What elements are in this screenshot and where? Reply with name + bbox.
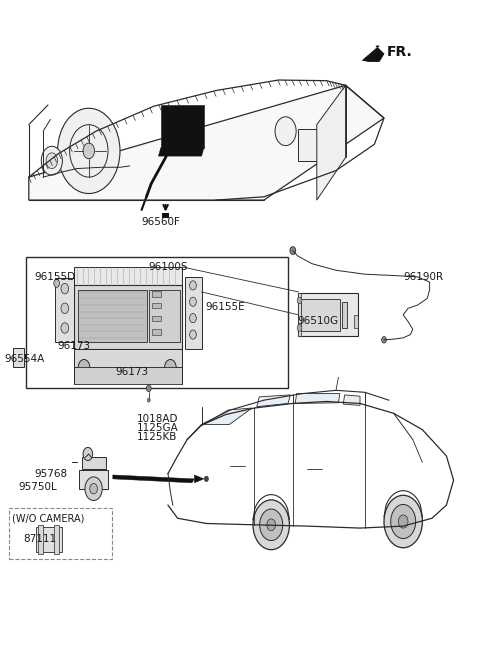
Circle shape [61, 323, 69, 333]
Circle shape [190, 330, 196, 339]
Circle shape [70, 125, 108, 177]
Bar [298, 129, 317, 161]
Text: 96173: 96173 [115, 367, 148, 377]
Bar [26, 257, 288, 388]
Polygon shape [194, 475, 204, 483]
Circle shape [78, 359, 90, 375]
Circle shape [41, 146, 62, 175]
Bar [342, 302, 347, 328]
Text: 1125KB: 1125KB [137, 432, 177, 442]
Polygon shape [29, 85, 384, 200]
Circle shape [260, 509, 283, 541]
Circle shape [384, 495, 422, 548]
Circle shape [190, 314, 196, 323]
Bar [152, 303, 161, 308]
Bar [79, 470, 108, 489]
Circle shape [290, 247, 296, 255]
Circle shape [147, 398, 150, 402]
Circle shape [146, 385, 151, 392]
Bar [82, 457, 106, 469]
Polygon shape [204, 408, 252, 424]
Polygon shape [158, 148, 204, 156]
Circle shape [391, 504, 416, 539]
Circle shape [382, 337, 386, 343]
Polygon shape [343, 395, 360, 405]
Circle shape [46, 153, 58, 169]
Circle shape [90, 483, 97, 494]
Text: 96155D: 96155D [35, 272, 76, 282]
Text: 1125GA: 1125GA [137, 422, 179, 433]
Circle shape [267, 519, 276, 531]
Bar [38, 525, 43, 554]
Bar [36, 527, 62, 552]
Bar [161, 105, 204, 148]
Circle shape [58, 108, 120, 194]
Text: 95750L: 95750L [18, 482, 57, 492]
Circle shape [204, 476, 208, 482]
Bar [9, 508, 112, 559]
Circle shape [83, 143, 95, 159]
Bar [55, 278, 74, 342]
Text: 87111: 87111 [23, 534, 56, 544]
Circle shape [61, 283, 69, 294]
Polygon shape [113, 475, 194, 483]
Bar [74, 267, 182, 285]
Bar [54, 525, 59, 554]
Circle shape [54, 279, 60, 287]
Bar [185, 277, 202, 349]
Bar [149, 290, 180, 342]
Bar [298, 293, 301, 336]
Bar [74, 349, 182, 367]
Polygon shape [257, 395, 290, 407]
Circle shape [61, 303, 69, 314]
Text: 96554A: 96554A [5, 354, 45, 364]
Polygon shape [317, 85, 346, 200]
Bar [152, 329, 161, 335]
Text: FR.: FR. [387, 45, 413, 60]
Bar [152, 291, 161, 297]
Text: 96190R: 96190R [403, 272, 444, 282]
Bar [298, 293, 358, 336]
Circle shape [297, 325, 302, 331]
Text: 96100S: 96100S [149, 262, 188, 272]
Polygon shape [362, 46, 384, 62]
Circle shape [297, 297, 302, 304]
Circle shape [190, 297, 196, 306]
Circle shape [253, 500, 289, 550]
Bar [74, 367, 182, 384]
Bar [152, 316, 161, 321]
Text: 96510G: 96510G [298, 316, 339, 327]
Polygon shape [295, 394, 340, 403]
Bar [162, 213, 169, 218]
Text: 95768: 95768 [35, 468, 68, 479]
Circle shape [165, 359, 176, 375]
Bar [78, 290, 147, 342]
Bar [301, 299, 340, 331]
Bar [74, 285, 182, 349]
Text: 1018AD: 1018AD [137, 413, 178, 424]
Text: (W/O CAMERA): (W/O CAMERA) [12, 513, 84, 523]
Bar [354, 315, 358, 328]
Circle shape [85, 477, 102, 501]
Circle shape [275, 117, 296, 146]
Text: 96173: 96173 [58, 340, 91, 351]
Circle shape [83, 447, 93, 461]
Bar [13, 348, 24, 367]
Circle shape [190, 281, 196, 290]
Text: 96155E: 96155E [205, 302, 245, 312]
Text: 96560F: 96560F [142, 216, 180, 227]
Circle shape [398, 515, 408, 528]
